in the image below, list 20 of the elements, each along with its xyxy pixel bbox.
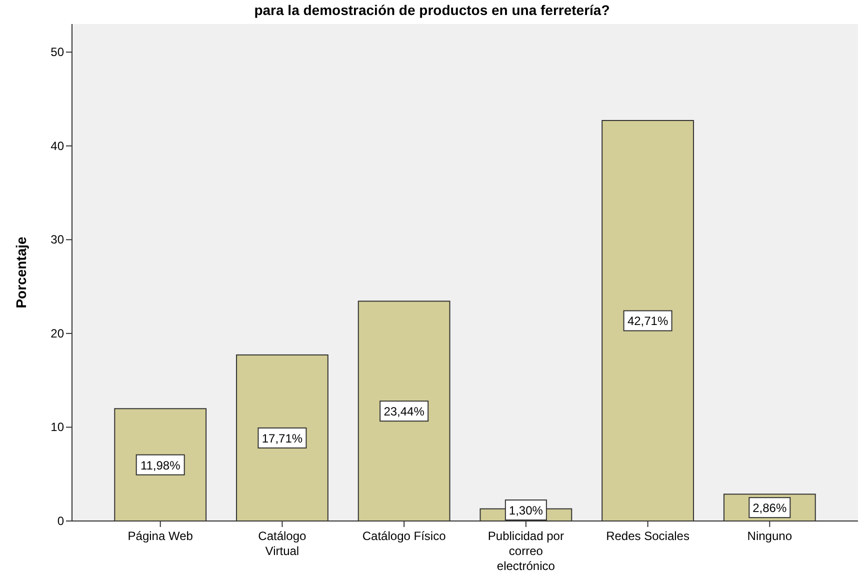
y-axis-title: Porcentaje [13, 236, 29, 308]
data-label: 11,98% [140, 458, 181, 472]
data-label: 23,44% [384, 404, 425, 419]
x-tick-label: Catálogo Virtual [258, 529, 307, 558]
x-tick-label: Catálogo Físico [362, 529, 446, 543]
data-label: 2,86% [752, 501, 787, 516]
x-tick-label: Ninguno [747, 529, 792, 543]
y-tick-label: 40 [50, 138, 64, 153]
data-label: 1,30% [508, 504, 544, 518]
x-tick-label: Redes Sociales [606, 529, 690, 543]
x-tick-label: Página Web [128, 529, 194, 543]
x-tick-label: Publicidad por correo electrónico [488, 529, 564, 573]
y-tick-label: 30 [50, 232, 64, 247]
y-tick-label: 10 [50, 420, 64, 434]
data-label: 42,71% [627, 314, 668, 328]
y-tick-label: 0 [57, 514, 64, 528]
data-label: 17,71% [262, 431, 303, 446]
y-tick-label: 20 [50, 326, 64, 340]
y-tick-label: 50 [50, 45, 64, 60]
chart-title: para la demostración de productos en una ferretería? [254, 2, 610, 18]
